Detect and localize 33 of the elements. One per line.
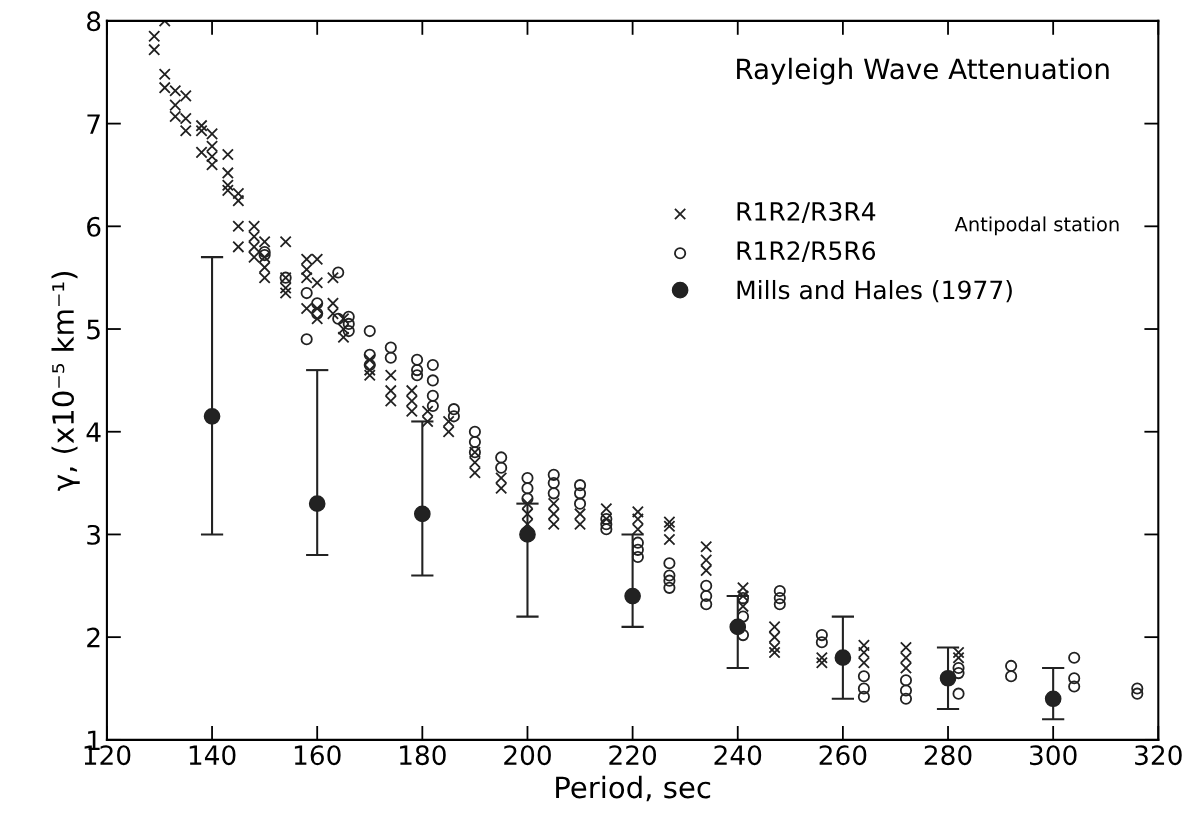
legend-label: Mills and Hales (1977): [737, 279, 1012, 303]
legend-label: R1R2/R5R6: [737, 241, 876, 263]
y-tick-label: 6: [87, 216, 101, 237]
point: [1044, 690, 1062, 708]
x-tick-label: 160: [294, 745, 341, 766]
x-tick-label: 260: [819, 745, 867, 766]
point: [203, 407, 221, 425]
point: [939, 669, 957, 687]
point: [624, 587, 641, 605]
x-tick-label: 200: [504, 745, 551, 766]
point: [729, 618, 747, 636]
y-tick-label: 8: [87, 11, 101, 32]
point: [834, 649, 852, 667]
y-tick-label: 5: [87, 319, 100, 340]
x-tick-label: 220: [609, 745, 657, 766]
text: Rayleigh Wave Attenuation: [737, 57, 1109, 85]
legend-label: R1R2/R3R4: [737, 202, 876, 223]
y-tick-label: 3: [87, 524, 100, 545]
x-tick-label: 300: [1029, 745, 1077, 766]
x-tick-label: 180: [400, 745, 446, 766]
y-tick-label: 4: [86, 422, 101, 442]
x-tick-label: 240: [714, 745, 762, 766]
x-axis-title: Period, sec: [556, 775, 711, 802]
point: [519, 526, 536, 543]
x-tick-label: 280: [924, 745, 972, 766]
y-axis-title: γ, (x10⁻⁵ km⁻¹): [51, 272, 80, 491]
y-tick-label: 2: [87, 627, 100, 648]
point: [308, 495, 326, 512]
y-tick-label: 7: [87, 114, 100, 134]
x-tick-label: 140: [189, 745, 236, 766]
annotation: Antipodal station: [954, 216, 1119, 236]
point: [413, 505, 431, 523]
x-tick-label: 320: [1135, 745, 1182, 766]
